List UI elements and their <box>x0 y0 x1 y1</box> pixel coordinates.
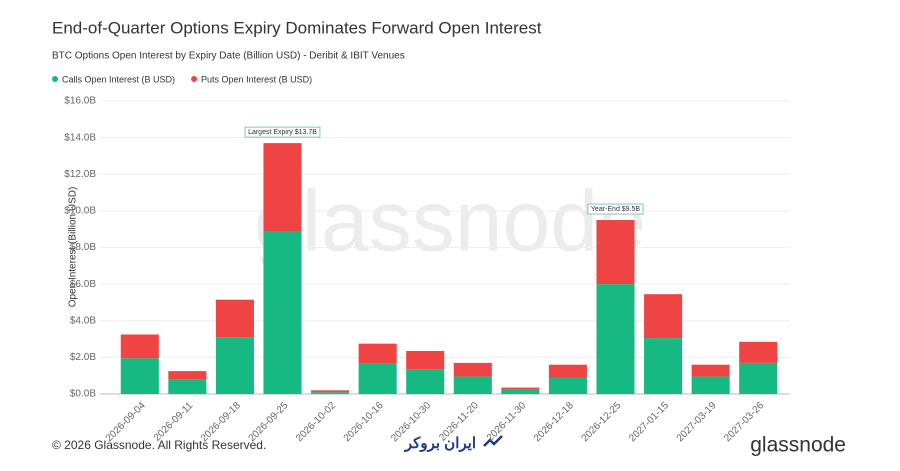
bar-segment <box>548 364 587 378</box>
bar-segment <box>215 337 254 394</box>
chart-title: End-of-Quarter Options Expiry Dominates … <box>52 18 542 37</box>
y-tick-label: $6.0B <box>70 279 96 290</box>
annotation-text: Largest Expiry $13.7B <box>248 129 317 136</box>
annotation-box <box>244 126 321 138</box>
bar-segment <box>215 299 254 338</box>
legend-swatch <box>52 76 58 82</box>
annotation-box <box>587 203 644 215</box>
bar-segment <box>453 362 492 377</box>
bar-segment <box>168 379 207 394</box>
bar-segment <box>691 376 730 394</box>
y-axis-label: Open Interest (Billion USD) <box>68 187 79 308</box>
bar-segment <box>501 389 540 394</box>
bar-segment <box>501 387 540 390</box>
y-tick-label: $10.0B <box>64 206 96 217</box>
y-tick-label: $4.0B <box>70 315 96 326</box>
y-tick-label: $8.0B <box>70 242 96 253</box>
x-tick-label: 2026-12-25 <box>580 400 624 444</box>
bar-segment <box>120 334 159 359</box>
bar-segment <box>406 350 445 370</box>
bar-segment <box>691 364 730 377</box>
x-tick-label: 2027-01-15 <box>627 400 671 444</box>
legend-swatch <box>191 76 198 82</box>
x-tick-label: 2026-09-11 <box>152 400 196 444</box>
bar-segment <box>168 371 207 380</box>
y-tick-label: $2.0B <box>70 352 96 363</box>
chart-subtitle: BTC Options Open Interest by Expiry Date… <box>52 51 405 62</box>
bar-segment <box>311 392 350 394</box>
x-tick-label: 2026-12-18 <box>532 400 576 444</box>
watermark: glassnode <box>254 174 646 270</box>
bar-segment <box>596 220 635 285</box>
x-tick-label: 2026-10-02 <box>294 400 338 444</box>
bar-segment <box>311 390 350 393</box>
partner-name: ایران بروکر <box>404 435 476 452</box>
bar-segment <box>596 284 635 394</box>
bar-segment <box>406 369 445 394</box>
partner-logo: ایران بروکر <box>404 435 503 452</box>
bar-segment <box>644 338 683 394</box>
x-tick-label: 2026-11-30 <box>485 400 529 444</box>
y-tick-label: $12.0B <box>64 169 96 180</box>
bar-segment <box>739 341 778 363</box>
bar-segment <box>548 377 587 394</box>
legend-label: Puts Open Interest (B USD) <box>201 74 312 84</box>
bar-segment <box>263 231 302 394</box>
brand-logo: glassnode <box>750 434 846 457</box>
x-tick-label: 2026-09-25 <box>247 400 291 444</box>
x-tick-label: 2026-10-16 <box>342 400 386 444</box>
bar-segment <box>739 362 778 394</box>
bar-segment <box>358 343 397 364</box>
bar-segment <box>263 143 302 232</box>
y-tick-label: $14.0B <box>64 132 96 143</box>
y-tick-label: $0.0B <box>70 389 96 400</box>
x-tick-label: 2027-03-19 <box>675 400 719 444</box>
bar-segment <box>120 358 159 394</box>
bar-segment <box>358 363 397 394</box>
legend-label: Calls Open Interest (B USD) <box>62 74 175 84</box>
bar-segment <box>644 294 683 339</box>
annotation-text: Year-End $9.5B <box>591 206 640 213</box>
bar-segment <box>453 376 492 394</box>
copyright: © 2026 Glassnode. All Rights Reserved. <box>52 438 266 452</box>
partner-icon <box>483 435 503 447</box>
y-tick-label: $16.0B <box>64 96 96 107</box>
